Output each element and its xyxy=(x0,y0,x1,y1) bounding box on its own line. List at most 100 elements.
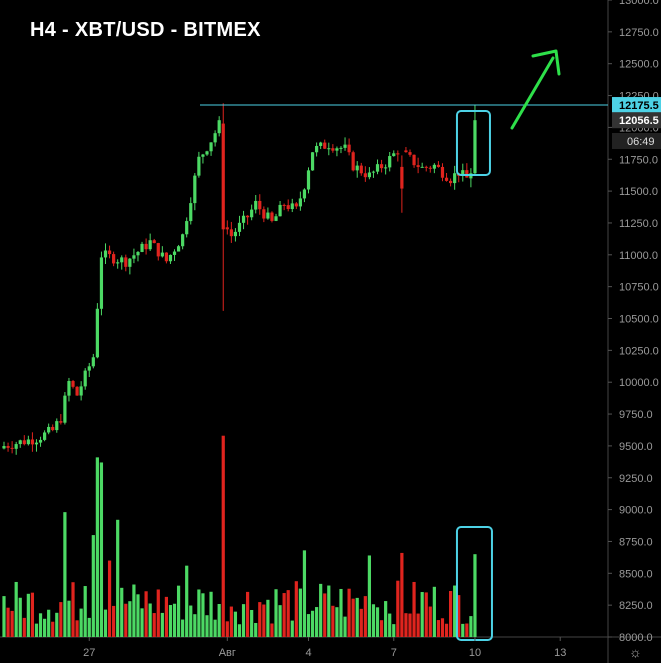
volume-bar xyxy=(388,613,392,637)
candle-body xyxy=(416,165,420,167)
candle-body xyxy=(371,171,376,173)
candle-body xyxy=(347,144,351,153)
volume-bar xyxy=(156,589,160,637)
candle-body xyxy=(148,240,152,250)
volume-bar xyxy=(51,621,55,637)
volume-bar xyxy=(43,618,47,637)
candle-body xyxy=(91,357,95,367)
volume-bar xyxy=(286,590,290,637)
candle-body xyxy=(168,254,173,262)
volume-bar xyxy=(428,606,432,637)
volume-bar xyxy=(164,596,168,637)
volume-bar xyxy=(371,604,376,637)
volume-bar xyxy=(201,593,205,637)
candle-body xyxy=(26,439,30,445)
candle-body xyxy=(112,254,116,264)
candle-body xyxy=(225,227,229,230)
candle-body xyxy=(327,148,331,150)
volume-bar xyxy=(424,592,428,637)
y-tick-label: 8250.0 xyxy=(619,600,653,612)
candle-body xyxy=(59,421,63,423)
candle-body xyxy=(2,446,6,449)
volume-bar xyxy=(75,620,79,637)
candle-body xyxy=(432,164,436,169)
candle-body xyxy=(116,262,120,264)
volume-bar xyxy=(323,593,327,637)
last-price-label: 12056.5 xyxy=(619,115,659,127)
volume-bar xyxy=(55,612,59,637)
candle-body xyxy=(136,251,140,256)
y-tick-label: 9250.0 xyxy=(619,473,653,485)
volume-bar xyxy=(152,613,156,637)
volume-bar xyxy=(359,608,363,637)
volume-bar xyxy=(404,613,408,637)
volume-bar xyxy=(400,552,404,637)
volume-bar xyxy=(270,623,274,637)
volume-bar xyxy=(258,602,262,637)
candle-body xyxy=(359,165,363,174)
volume-bar xyxy=(262,604,266,637)
candle-body xyxy=(172,251,177,255)
volume-bar xyxy=(26,593,30,637)
candle-body xyxy=(201,154,205,157)
volume-bar xyxy=(367,555,371,637)
y-tick-label: 9500.0 xyxy=(619,441,653,453)
volume-bar xyxy=(197,589,201,637)
volume-bar xyxy=(254,622,258,637)
candle-body xyxy=(120,257,124,263)
trend-arrow-shaft xyxy=(510,56,555,130)
volume-bar xyxy=(315,607,319,637)
candle-body xyxy=(315,145,319,153)
candle-body xyxy=(51,426,55,431)
y-tick-label: 10000.0 xyxy=(619,377,659,389)
candle-body xyxy=(473,120,477,174)
volume-bar xyxy=(473,554,477,637)
y-tick-label: 9750.0 xyxy=(619,409,653,421)
volume-bar xyxy=(160,612,164,637)
candle-body xyxy=(449,180,453,184)
candle-body xyxy=(209,142,213,152)
volume-bar xyxy=(449,591,453,637)
volume-bar xyxy=(193,614,197,637)
volume-bar xyxy=(351,598,355,637)
countdown-label: 06:49 xyxy=(627,136,655,148)
y-tick-label: 13000.0 xyxy=(619,0,659,7)
candle-body xyxy=(298,198,302,207)
y-tick-label: 9000.0 xyxy=(619,505,653,517)
volume-bar xyxy=(396,580,400,637)
candle-body xyxy=(164,252,168,262)
volume-bar xyxy=(379,620,384,637)
candle-body xyxy=(254,200,258,210)
candle-body xyxy=(294,203,298,207)
volume-bar xyxy=(112,605,116,637)
candle-body xyxy=(140,243,144,252)
candle-body xyxy=(107,250,112,255)
candle-body xyxy=(302,189,307,199)
candle-body xyxy=(87,366,91,371)
volume-bar xyxy=(355,597,359,637)
candle-body xyxy=(30,439,35,445)
candle-body xyxy=(310,152,315,171)
candle-body xyxy=(379,164,384,169)
volume-bar xyxy=(189,605,193,637)
candle-body xyxy=(355,165,359,171)
volume-bar xyxy=(233,611,238,637)
y-tick-label: 10250.0 xyxy=(619,345,659,357)
candle-body xyxy=(67,381,71,396)
volume-bar xyxy=(384,601,388,637)
volume-bar xyxy=(168,605,173,637)
volume-bar xyxy=(172,603,177,637)
volume-bar xyxy=(213,619,217,637)
volume-bar xyxy=(339,588,343,637)
candle-body xyxy=(189,203,193,222)
candle-body xyxy=(6,446,10,448)
volume-bar xyxy=(140,608,144,637)
countdown-bg xyxy=(612,133,661,149)
candle-body xyxy=(181,234,185,247)
y-tick-label: 8750.0 xyxy=(619,536,653,548)
gear-icon[interactable]: ☼ xyxy=(629,644,642,660)
candle-body xyxy=(250,209,254,218)
last-price-label-bg xyxy=(612,112,661,129)
candle-body xyxy=(10,447,14,449)
